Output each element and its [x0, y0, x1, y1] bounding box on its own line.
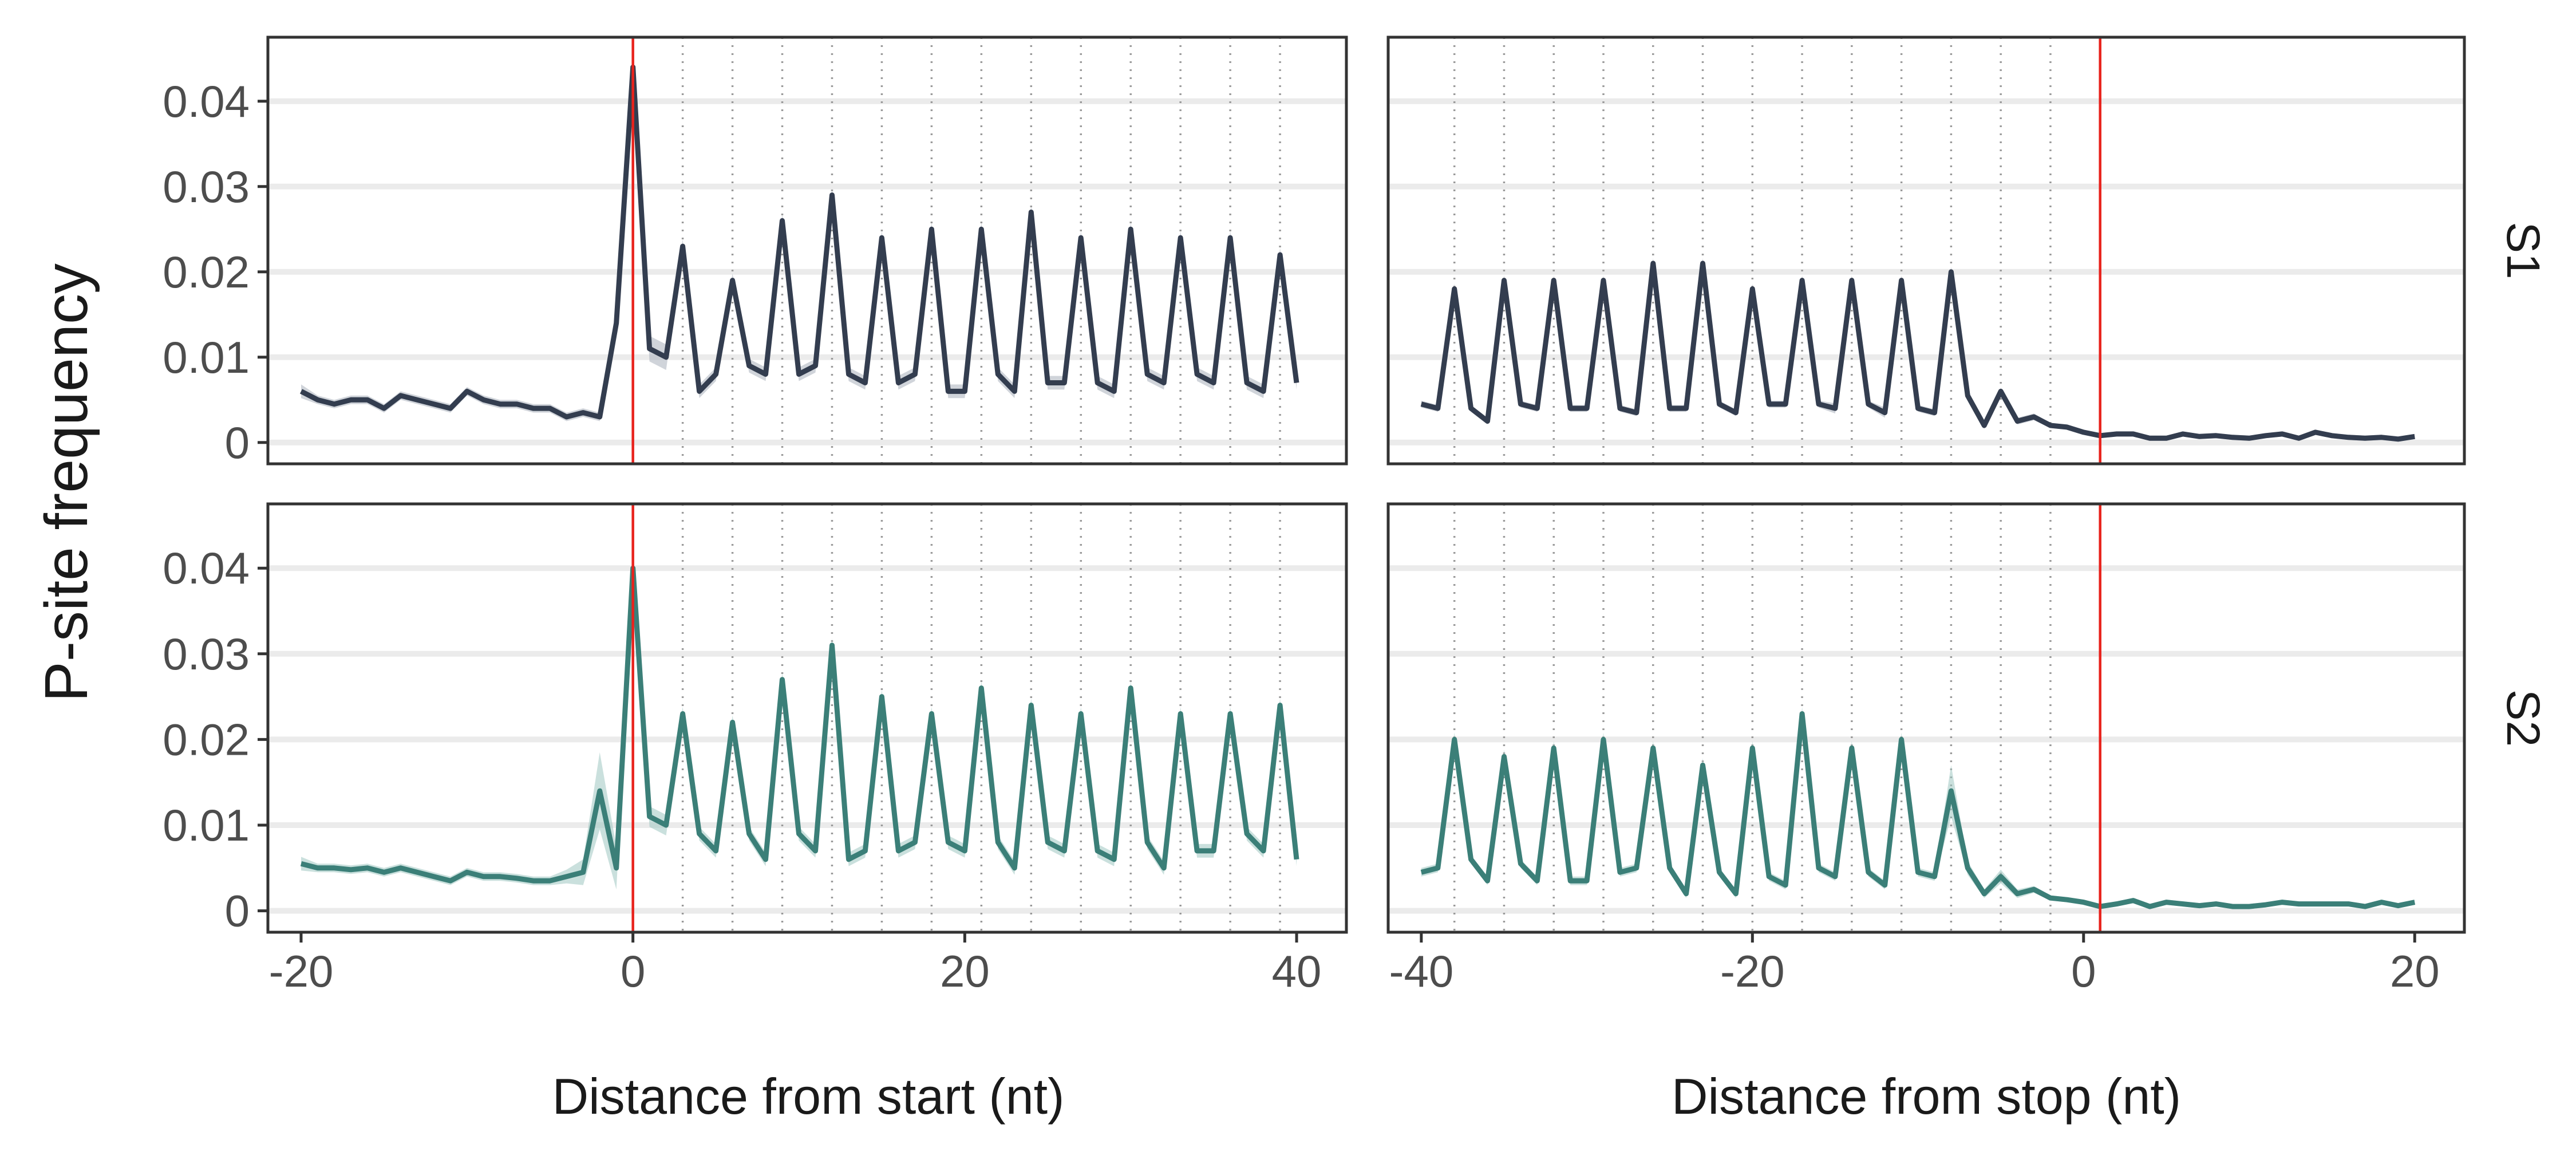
- y-tick-label: 0.04: [163, 543, 250, 593]
- y-tick-label: 0.01: [163, 332, 250, 383]
- x-axis-title-start: Distance from start (nt): [552, 1068, 1065, 1125]
- y-tick-label: 0.02: [163, 714, 250, 764]
- y-tick-label: 0.04: [163, 76, 250, 127]
- facet-strip-label: S1: [2497, 222, 2549, 279]
- x-tick-label: -20: [269, 946, 334, 996]
- y-axes: 0 0.01 0.02 0.03 0.04 0 0.01 0.02 0.03 0.04: [163, 76, 268, 936]
- series-line-s1: [1420, 261, 2415, 442]
- panel-border: [266, 502, 1348, 934]
- x-axes: -20 0 20 40 -40 -20 0 20: [269, 932, 2440, 996]
- panel-s2-start: [266, 502, 1348, 934]
- panel-border: [266, 36, 1348, 466]
- x-tick-label: -40: [1389, 946, 1453, 996]
- y-tick-label: 0: [225, 886, 250, 936]
- x-axis-title-stop: Distance from stop (nt): [1672, 1068, 2181, 1125]
- x-tick-label: 20: [2390, 946, 2440, 996]
- panel-s2-stop: [1386, 502, 2466, 934]
- y-tick-label: 0: [225, 417, 250, 468]
- panel-border: [1386, 502, 2466, 934]
- series-line-s1: [299, 64, 1299, 420]
- series-line-s2: [300, 565, 1299, 884]
- facet-panels: [266, 36, 2466, 934]
- x-tick-label: 0: [2071, 946, 2096, 996]
- y-tick-label: 0.03: [163, 629, 250, 679]
- panel-s1-start: [266, 36, 1348, 466]
- y-axis-title: P-site frequency: [33, 263, 100, 702]
- y-tick-label: 0.01: [163, 800, 250, 850]
- x-tick-label: 20: [940, 946, 990, 996]
- y-tick-label: 0.03: [163, 161, 250, 212]
- panel-border: [1386, 36, 2466, 466]
- x-tick-label: -20: [1720, 946, 1785, 996]
- facet-strip-label: S2: [2497, 689, 2549, 747]
- panel-s1-stop: [1386, 36, 2466, 466]
- x-tick-label: 40: [1272, 946, 1322, 996]
- y-tick-label: 0.02: [163, 247, 250, 297]
- x-tick-label: 0: [621, 946, 645, 996]
- facet-strips: S1 S2: [2497, 222, 2549, 747]
- series-line-s2: [1420, 711, 2416, 909]
- confidence-ribbon: [301, 559, 1297, 890]
